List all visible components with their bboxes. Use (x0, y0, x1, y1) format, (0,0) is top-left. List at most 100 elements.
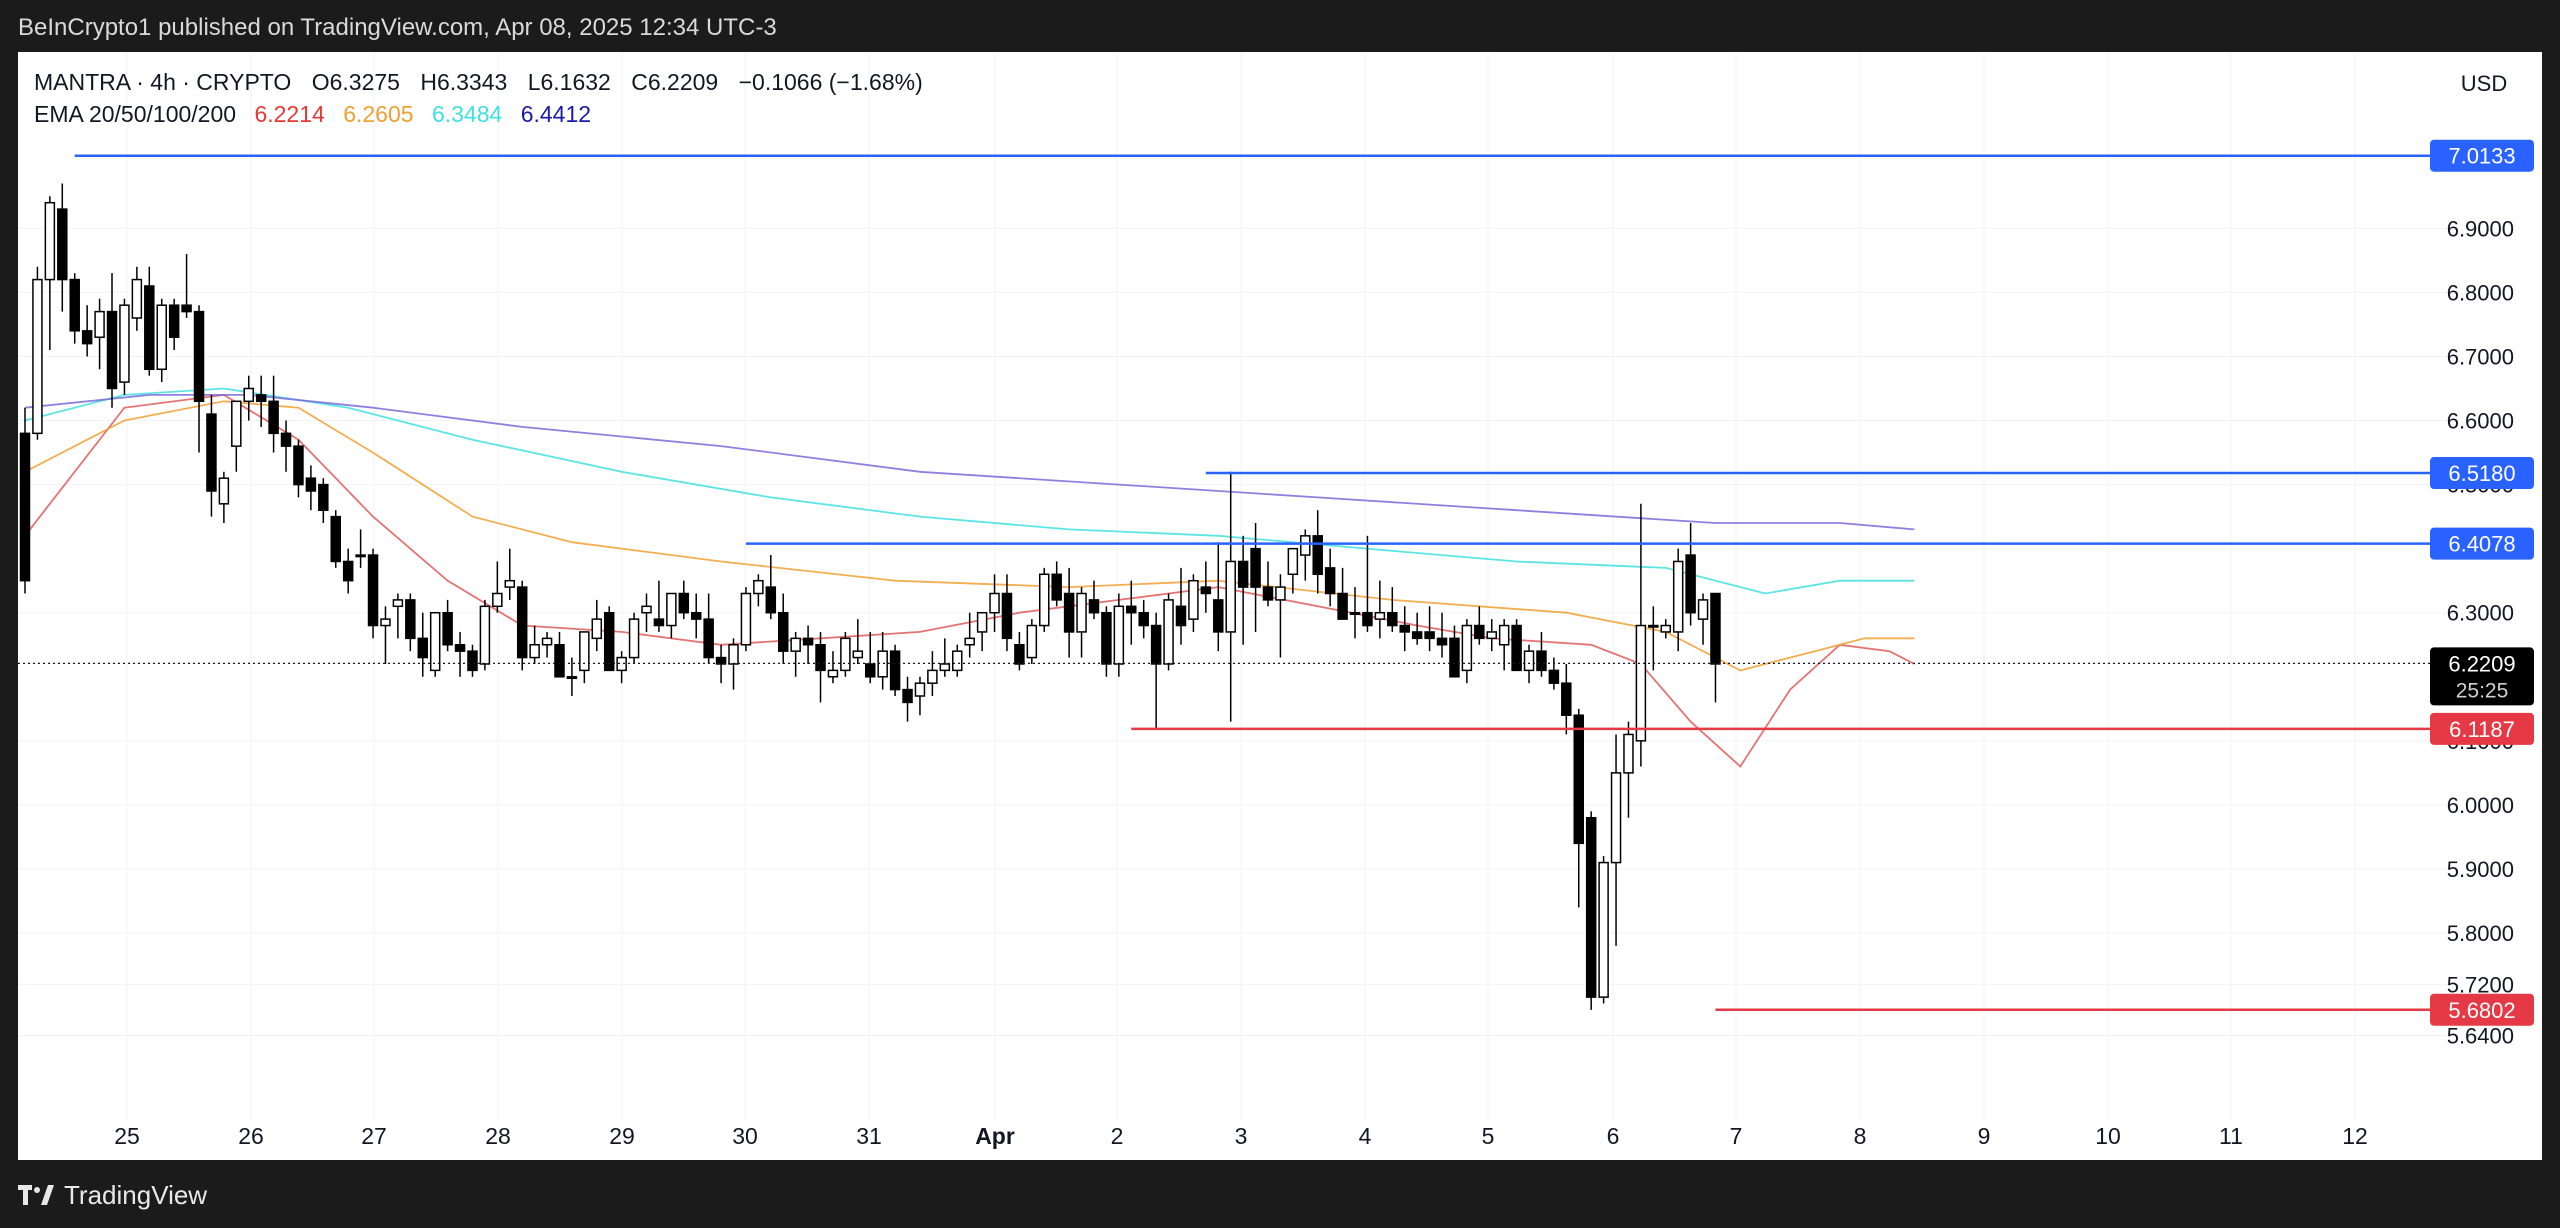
candle-down[interactable] (342, 560, 354, 582)
candle-down[interactable] (1237, 560, 1249, 588)
candle-down[interactable] (1324, 567, 1336, 595)
candle-up[interactable] (131, 278, 143, 319)
candle-down[interactable] (1126, 605, 1137, 614)
candle-up[interactable] (380, 618, 391, 627)
candle-down[interactable] (889, 650, 901, 691)
candle-up[interactable] (1026, 624, 1038, 659)
candle-down[interactable] (815, 644, 826, 672)
candle-up[interactable] (753, 579, 764, 595)
candle-down[interactable] (255, 394, 267, 403)
candle-down[interactable] (1001, 592, 1013, 640)
candle-up[interactable] (852, 650, 864, 659)
candle-down[interactable] (206, 413, 217, 492)
level-price-tag[interactable] (2430, 139, 2534, 172)
candle-down[interactable] (293, 445, 304, 486)
candle-up[interactable] (939, 663, 951, 672)
candle-down[interactable] (1175, 605, 1187, 627)
candle-up[interactable] (641, 605, 652, 614)
candle-down[interactable] (1312, 535, 1323, 576)
candle-up[interactable] (927, 669, 938, 684)
candle-down[interactable] (454, 644, 466, 652)
candle-up[interactable] (728, 644, 739, 665)
candle-down[interactable] (1200, 586, 1212, 595)
candle-up[interactable] (1188, 579, 1199, 620)
candle-down[interactable] (268, 400, 279, 435)
candle-up[interactable] (1610, 772, 1622, 864)
candle-up[interactable] (492, 592, 503, 608)
candle-up[interactable] (976, 611, 988, 633)
candle-down[interactable] (330, 515, 341, 563)
candle-up[interactable] (1113, 605, 1125, 665)
candle-down[interactable] (1387, 611, 1398, 627)
candle-up[interactable] (479, 605, 491, 665)
candle-down[interactable] (1710, 592, 1721, 665)
candle-down[interactable] (1474, 624, 1485, 640)
candle-down[interactable] (1399, 624, 1410, 633)
candle-down[interactable] (1138, 611, 1149, 627)
candle-up[interactable] (989, 592, 1000, 614)
candle-down[interactable] (1051, 573, 1062, 601)
candle-up[interactable] (616, 656, 627, 672)
candle-down[interactable] (1101, 611, 1112, 665)
candle-up[interactable] (1672, 560, 1684, 633)
candle-up[interactable] (541, 637, 553, 646)
candle-up[interactable] (94, 310, 105, 338)
candle-down[interactable] (1424, 631, 1435, 640)
candle-up[interactable] (1498, 624, 1510, 646)
candle-up[interactable] (1660, 624, 1672, 633)
candle-down[interactable] (1548, 669, 1560, 684)
ema-label[interactable]: EMA 20/50/100/200 (34, 101, 237, 127)
candle-down[interactable] (1411, 631, 1423, 640)
candle-down[interactable] (318, 483, 329, 511)
candle-down[interactable] (603, 611, 615, 672)
candle-down[interactable] (81, 330, 93, 345)
candle-down[interactable] (57, 208, 68, 281)
candle-down[interactable] (653, 618, 665, 627)
candle-up[interactable] (666, 592, 677, 627)
candle-up[interactable] (914, 682, 926, 697)
candle-down[interactable] (715, 656, 727, 665)
candle-down[interactable] (1436, 637, 1448, 646)
candle-down[interactable] (1511, 624, 1522, 672)
candle-up[interactable] (243, 387, 254, 403)
candle-down[interactable] (1150, 624, 1162, 665)
candle-down[interactable] (516, 586, 528, 659)
candle-up[interactable] (218, 477, 230, 505)
candle-up[interactable] (827, 669, 839, 678)
candle-down[interactable] (305, 477, 317, 492)
candle-up[interactable] (1374, 611, 1386, 620)
candle-up[interactable] (355, 554, 366, 558)
candle-down[interactable] (467, 650, 478, 672)
candle-down[interactable] (367, 554, 379, 627)
candle-down[interactable] (19, 432, 31, 582)
price-chart[interactable]: 6.90006.80006.70006.60006.50006.30006.10… (18, 52, 2542, 1160)
candle-down[interactable] (442, 611, 453, 646)
current-price-tag[interactable] (2430, 647, 2534, 706)
candle-down[interactable] (1014, 644, 1025, 665)
candle-up[interactable] (1635, 624, 1647, 742)
candle-down[interactable] (690, 611, 702, 620)
candle-up[interactable] (392, 599, 404, 608)
tradingview-brand[interactable]: TradingView (18, 1180, 207, 1211)
candle-down[interactable] (1536, 650, 1547, 672)
level-price-tag[interactable] (2430, 527, 2534, 560)
level-price-tag[interactable] (2430, 457, 2534, 490)
chart-panel[interactable]: 6.90006.80006.70006.60006.50006.30006.10… (18, 52, 2542, 1160)
candle-down[interactable] (1362, 611, 1373, 627)
candle-up[interactable] (1648, 624, 1659, 628)
candle-up[interactable] (1275, 586, 1286, 601)
level-price-tag[interactable] (2430, 993, 2534, 1026)
candle-up[interactable] (1523, 650, 1535, 672)
candle-down[interactable] (193, 310, 205, 403)
candle-up[interactable] (1598, 861, 1609, 998)
candle-down[interactable] (1685, 554, 1696, 614)
candle-up[interactable] (1300, 535, 1311, 556)
candle-up[interactable] (579, 631, 590, 672)
candle-up[interactable] (231, 400, 242, 447)
candle-down[interactable] (106, 310, 118, 390)
candle-up[interactable] (1461, 624, 1473, 672)
candle-up[interactable] (44, 201, 56, 281)
candle-up[interactable] (1623, 733, 1634, 774)
level-price-tag[interactable] (2430, 712, 2534, 745)
candle-down[interactable] (1063, 592, 1075, 633)
